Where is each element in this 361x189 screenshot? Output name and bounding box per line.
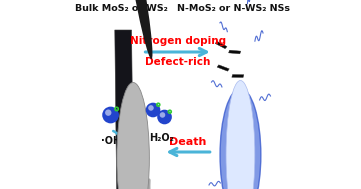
Polygon shape — [115, 30, 134, 189]
Ellipse shape — [226, 81, 255, 189]
Circle shape — [102, 107, 119, 123]
Text: H₂O₂: H₂O₂ — [149, 133, 174, 143]
Polygon shape — [217, 65, 229, 71]
Text: Nitrogen doping: Nitrogen doping — [130, 36, 226, 46]
Circle shape — [105, 109, 112, 116]
Text: ·OH: ·OH — [101, 136, 121, 146]
Circle shape — [146, 103, 160, 117]
Text: Defect-rich: Defect-rich — [145, 57, 210, 67]
Circle shape — [157, 110, 172, 124]
Text: Bulk MoS₂ or WS₂: Bulk MoS₂ or WS₂ — [75, 4, 168, 13]
Text: N-MoS₂ or N-WS₂ NSs: N-MoS₂ or N-WS₂ NSs — [177, 4, 290, 13]
Ellipse shape — [120, 0, 152, 59]
Polygon shape — [232, 74, 244, 77]
Circle shape — [160, 112, 165, 118]
Text: Death: Death — [169, 137, 207, 147]
Circle shape — [148, 105, 154, 111]
Polygon shape — [229, 50, 241, 54]
Polygon shape — [215, 41, 227, 49]
Ellipse shape — [220, 88, 261, 189]
Ellipse shape — [117, 83, 149, 189]
